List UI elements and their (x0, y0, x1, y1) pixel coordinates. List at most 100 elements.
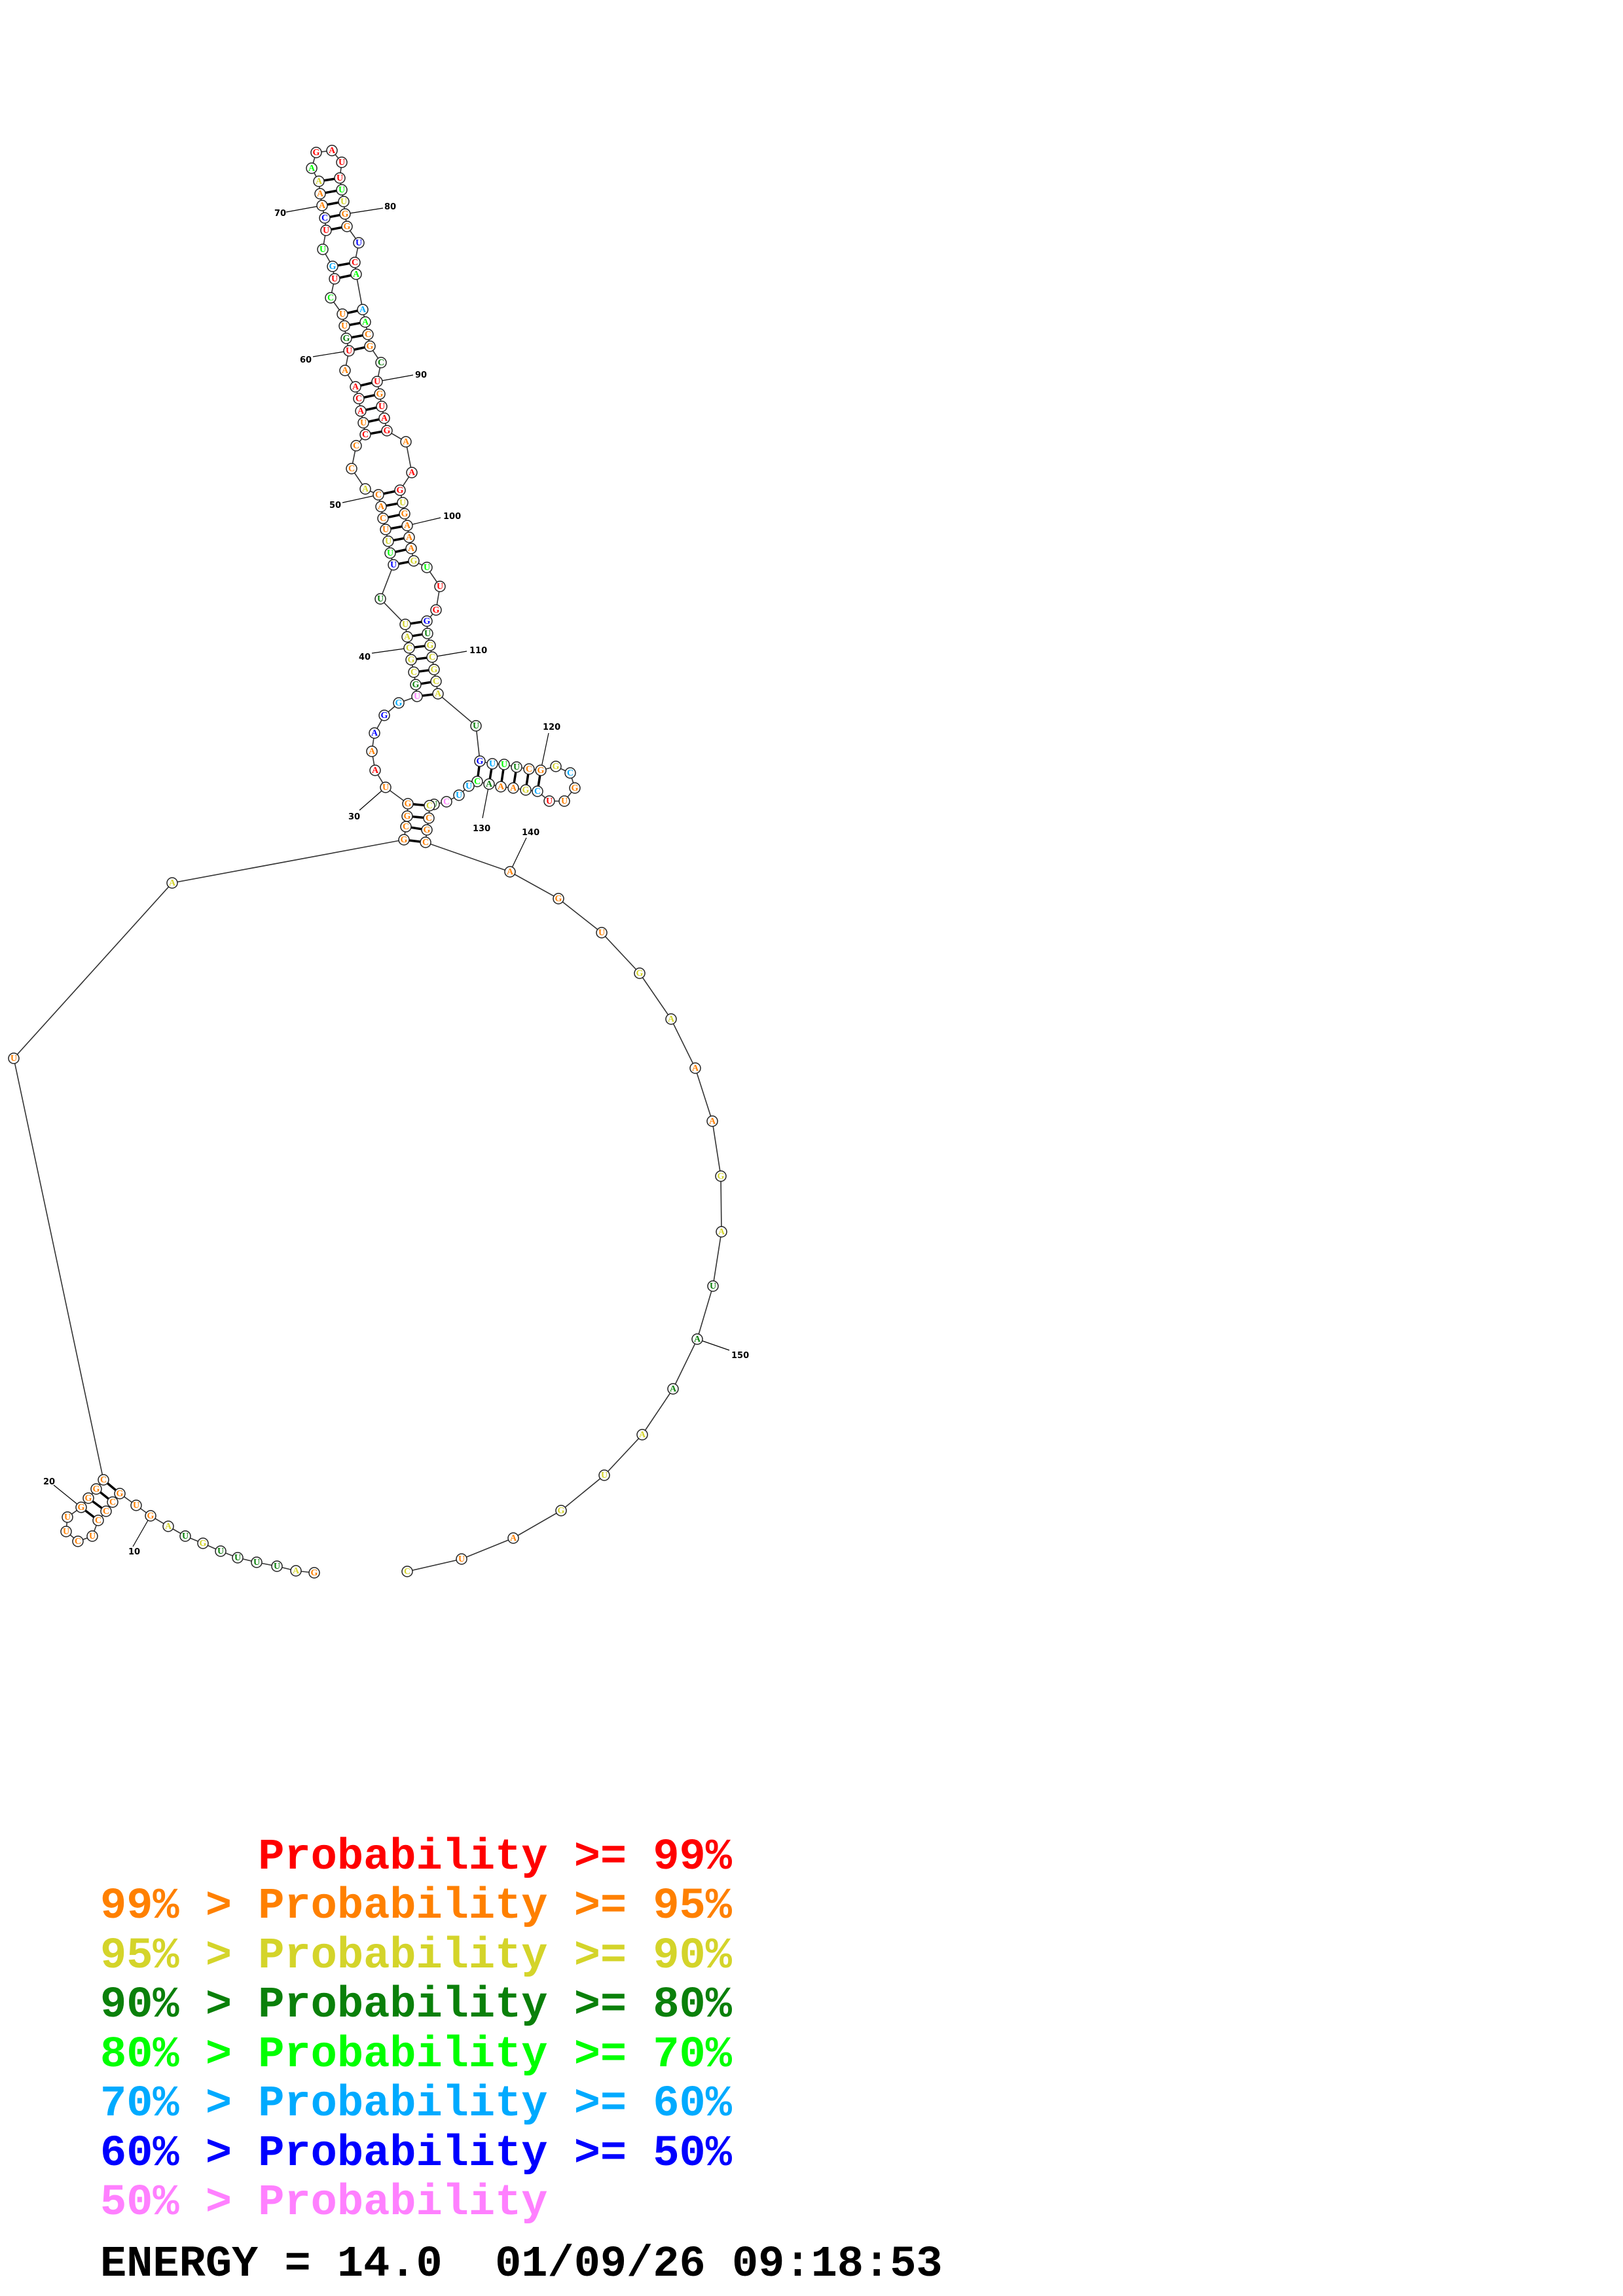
nucleotide-circle (251, 1556, 263, 1568)
nucleotide: G (114, 1488, 126, 1499)
nucleotide-circle (313, 175, 325, 187)
nucleotide-letter: U (424, 563, 430, 573)
nucleotide-letter: C (567, 768, 574, 778)
nucleotide-circle (408, 555, 420, 567)
probability-legend: Probability >= 99% 99% > Probability >= … (100, 1833, 943, 2289)
nucleotide-letter: G (424, 825, 431, 835)
nucleotide: A (166, 877, 178, 889)
nucleotide: U (336, 156, 348, 168)
nucleotide: U (598, 1469, 610, 1481)
nucleotide-letter: A (718, 1227, 725, 1237)
nucleotide: C (375, 357, 387, 368)
nucleotide: U (596, 927, 608, 939)
nucleotide-letter: G (410, 556, 418, 566)
nucleotide-letter: G (404, 812, 411, 821)
nucleotide-letter: U (346, 346, 352, 356)
nucleotide: U (558, 795, 570, 807)
nucleotide-letter: U (377, 594, 384, 604)
nucleotide-circle (338, 196, 350, 207)
nucleotide-letter: U (710, 1282, 716, 1291)
nucleotide: U (329, 273, 340, 285)
nucleotide-circle (532, 785, 543, 797)
nucleotide-letter: G (343, 334, 350, 344)
nucleotide-letter: U (338, 158, 345, 168)
nucleotide-letter: C (422, 838, 429, 848)
nucleotide-circle (339, 365, 351, 376)
nucleotide-letter: A (369, 747, 376, 757)
nucleotide-letter: A (362, 484, 369, 494)
nucleotide-circle (366, 745, 378, 757)
nucleotide-letter: C (426, 801, 433, 811)
nucleotide-letter: U (399, 498, 406, 508)
nucleotide: G (145, 1510, 156, 1522)
nucleotide: C (350, 440, 362, 452)
nucleotide: C (319, 212, 331, 224)
nucleotide-letter: A (498, 782, 505, 792)
nucleotide: G (421, 615, 433, 627)
nucleotide-letter: A (406, 533, 413, 543)
nucleotide-circle (364, 340, 376, 352)
nucleotide: C (523, 763, 535, 775)
nucleotide-letter: A (639, 1430, 646, 1440)
nucleotide: A (400, 436, 412, 448)
nucleotide-circle (107, 1496, 119, 1508)
nucleotide-letter: A (709, 1117, 716, 1126)
nucleotide-letter: U (64, 1513, 71, 1522)
nucleotide-circle (550, 761, 562, 772)
nucleotide: C (403, 642, 415, 654)
nucleotide-letter: G (329, 262, 337, 272)
nucleotide-letter: U (319, 245, 326, 255)
nucleotide-circle (374, 388, 386, 400)
nucleotide-letter: G (718, 1172, 725, 1181)
nucleotide: A (378, 412, 390, 424)
nucleotide: G (535, 764, 547, 776)
nucleotide-circle (474, 755, 486, 767)
nucleotide-circle (375, 357, 387, 368)
nucleotide-letter: U (217, 1547, 224, 1556)
nucleotide: A (691, 1333, 703, 1345)
nucleotide: A (507, 782, 519, 794)
nucleotide: G (408, 555, 420, 567)
nucleotide-circle (336, 156, 348, 168)
nucleotide: C (349, 257, 361, 268)
nucleotide-letter: G (636, 969, 644, 978)
nucleotide: C (353, 393, 365, 404)
nucleotide: A (507, 1532, 519, 1544)
nucleotide: A (306, 162, 318, 174)
nucleotide-letter: A (510, 1534, 517, 1543)
nucleotide-circle (371, 376, 383, 387)
nucleotide-circle (486, 758, 498, 770)
nucleotide: A (313, 175, 325, 187)
nucleotide-circle (350, 381, 361, 393)
nucleotide: A (636, 1429, 648, 1441)
nucleotide: G (555, 1505, 567, 1516)
nucleotide-letter: C (380, 514, 386, 524)
nucleotide-letter: A (371, 728, 378, 738)
nucleotide-letter: A (342, 366, 349, 376)
backbone (13, 150, 722, 1573)
nucleotide-circle (555, 1505, 567, 1516)
nucleotide-circle (215, 1545, 227, 1557)
nucleotide-letter: G (408, 655, 415, 665)
nucleotide: C (420, 836, 431, 848)
nucleotide: G (90, 1483, 102, 1495)
nucleotide-circle (400, 436, 412, 448)
nucleotide-letter: A (408, 544, 415, 554)
nucleotide: G (339, 208, 351, 220)
nucleotide-letter: G (117, 1489, 124, 1499)
nucleotide-letter: G (401, 835, 408, 845)
position-tick (342, 494, 379, 503)
position-label: 150 (731, 1351, 749, 1361)
nucleotide: A (350, 268, 362, 280)
nucleotide-circle (306, 162, 318, 174)
position-tick (312, 350, 350, 357)
nucleotide: A (350, 381, 361, 393)
nucleotide: G (405, 654, 417, 666)
nucleotide: C (362, 329, 374, 340)
nucleotide-letter: U (337, 173, 343, 183)
nucleotide: G (378, 709, 390, 721)
nucleotide: G (474, 755, 486, 767)
nucleotide: G (520, 784, 532, 796)
nucleotide-letter: G (93, 1484, 100, 1494)
nucleotide-circle (310, 147, 322, 158)
